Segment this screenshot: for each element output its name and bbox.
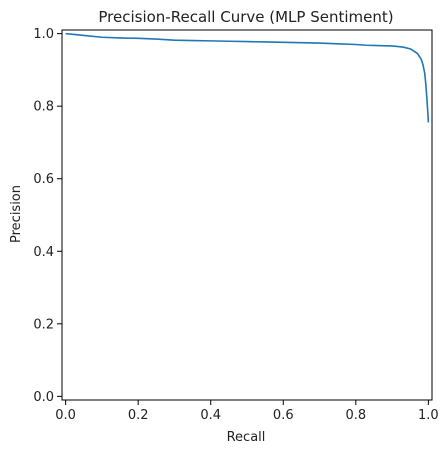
x-tick-label: 0.0 <box>55 408 76 423</box>
y-tick-label: 1.0 <box>33 27 54 42</box>
y-tick-label: 0.2 <box>33 317 54 332</box>
x-axis-ticks: 0.0 0.2 0.4 0.6 0.8 1.0 <box>55 400 439 423</box>
x-tick-label: 0.8 <box>345 408 366 423</box>
series-layer <box>65 32 430 123</box>
chart-title: Precision-Recall Curve (MLP Sentiment) <box>98 8 393 26</box>
x-tick-label: 0.6 <box>273 408 294 423</box>
y-axis-ticks: 0.0 0.2 0.4 0.6 0.8 1.0 <box>33 27 62 405</box>
y-tick-label: 0.4 <box>33 245 54 260</box>
y-tick-label: 0.6 <box>33 172 54 187</box>
y-tick-label: 0.8 <box>33 100 54 115</box>
x-tick-label: 0.2 <box>128 408 149 423</box>
y-axis-label: Precision <box>9 185 24 243</box>
plot-frame <box>61 29 433 401</box>
x-tick-label: 1.0 <box>418 408 439 423</box>
x-tick-label: 0.4 <box>200 408 221 423</box>
pr-curve-line <box>65 32 430 123</box>
y-tick-label: 0.0 <box>33 390 54 405</box>
x-axis-label: Recall <box>227 430 266 445</box>
